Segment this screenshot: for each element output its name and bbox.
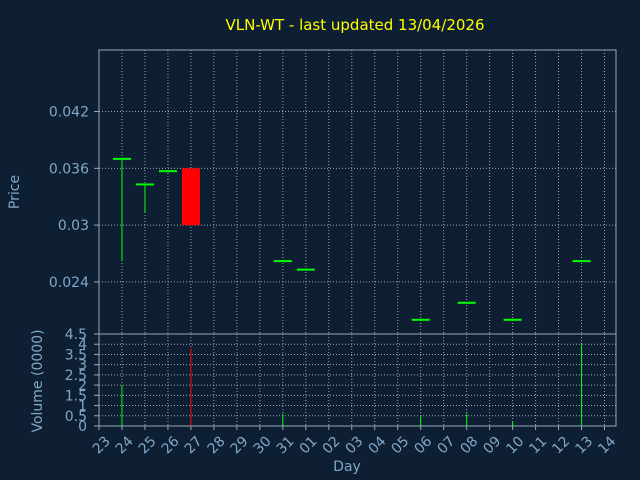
candle-body xyxy=(411,318,430,321)
candle-body xyxy=(572,260,591,263)
price-panel: 0.024 0.03 0.036 0.042 xyxy=(49,49,617,335)
candle-body xyxy=(296,268,315,271)
chart-title: VLN-WT - last updated 13/04/2026 xyxy=(225,16,484,34)
price-tick-label: 0.03 xyxy=(58,218,89,234)
price-tick-label: 0.024 xyxy=(49,275,89,291)
volume-axis-label: Volume (0000) xyxy=(30,329,46,432)
candle-body xyxy=(158,170,177,173)
volume-tick-label: 1.5 xyxy=(65,388,87,404)
candle-body xyxy=(135,183,154,186)
volume-tick-label: 4.5 xyxy=(65,327,87,343)
volume-tick-label: 3 xyxy=(78,358,87,374)
candle-body xyxy=(457,301,476,304)
volume-tick-label: 3.5 xyxy=(65,347,87,363)
volume-tick-label: 0.5 xyxy=(65,409,87,425)
volume-tick-label: 1 xyxy=(78,399,87,415)
candle-body xyxy=(112,157,131,160)
price-axis-label: Price xyxy=(7,175,23,209)
x-axis: 23 24 25 26 27 28 29 30 31 01 02 03 04 05 06 07 08 09 10 11… xyxy=(90,426,619,457)
candle-body xyxy=(273,260,292,263)
candle-body xyxy=(181,168,200,226)
volume-tick-label: 2 xyxy=(78,378,87,394)
price-tick-label: 0.042 xyxy=(49,105,89,121)
volume-tick-label: 2.5 xyxy=(65,368,87,384)
x-axis-label: Day xyxy=(333,459,361,475)
price-tick-label: 0.036 xyxy=(49,161,89,177)
candle-body xyxy=(503,318,522,321)
volume-panel: 00.511.522.533.544.5 xyxy=(65,327,617,435)
volume-tick-label: 4 xyxy=(78,337,87,353)
volume-tick-label: 0 xyxy=(78,419,87,435)
